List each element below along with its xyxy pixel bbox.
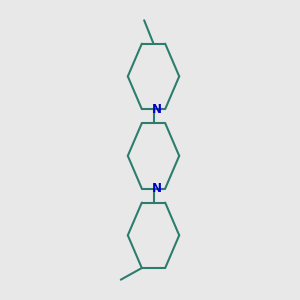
Text: N: N <box>152 103 162 116</box>
Text: N: N <box>152 182 162 195</box>
